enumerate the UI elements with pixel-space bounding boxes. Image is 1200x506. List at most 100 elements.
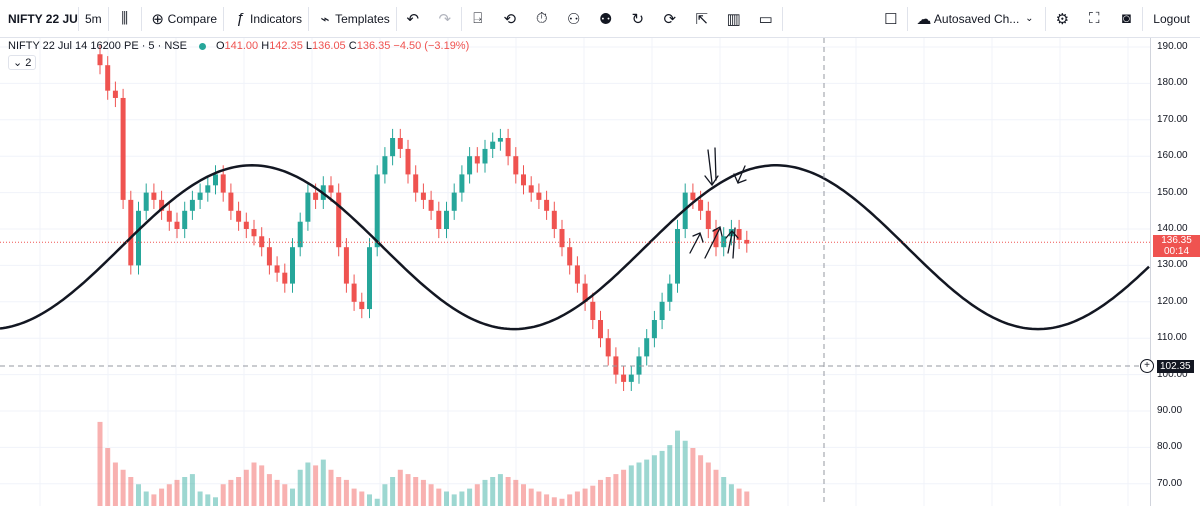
- candle-body: [143, 192, 149, 211]
- alert-button[interactable]: ⏱: [526, 0, 558, 37]
- candle-body: [189, 199, 195, 211]
- redo-icon: ↷: [438, 10, 452, 28]
- fullscreen-button[interactable]: ⛶: [1078, 0, 1110, 37]
- candle-body: [713, 229, 719, 248]
- volume-bar: [328, 469, 334, 506]
- candle-body: [659, 301, 665, 320]
- candle-body: [290, 247, 295, 284]
- volume-bar: [598, 479, 603, 506]
- external-link-icon: ⇱: [695, 10, 709, 28]
- data-window-button[interactable]: ▥: [718, 0, 750, 37]
- replay-button[interactable]: ⟲: [494, 0, 526, 37]
- candle-body: [513, 156, 519, 175]
- volume-bar: [282, 484, 288, 506]
- volume-bar: [613, 474, 619, 506]
- candle-body: [690, 192, 696, 200]
- volume-bar: [143, 491, 149, 506]
- volume-bar: [320, 459, 326, 506]
- users-button[interactable]: ⚉: [590, 0, 622, 37]
- templates-button[interactable]: ⌁ Templates: [309, 0, 396, 37]
- snapshot-button[interactable]: ◙: [1110, 0, 1142, 37]
- logout-button[interactable]: Logout: [1153, 11, 1190, 26]
- price-tick: 170.00: [1157, 113, 1188, 125]
- divider: [308, 6, 310, 31]
- candle-body: [675, 229, 680, 284]
- undo-icon: ↶: [406, 10, 420, 28]
- collapse-legend-button[interactable]: ⌄ 2: [8, 55, 37, 70]
- market-status-dot: [198, 42, 206, 50]
- user-icon: ⚇: [567, 10, 581, 28]
- volume-bar: [351, 488, 357, 506]
- close-label: C: [348, 40, 357, 52]
- layout-checkbox[interactable]: ☐: [875, 0, 907, 37]
- high-label: H: [261, 40, 270, 52]
- volume-bar: [513, 479, 519, 506]
- crosshair-price-label: + 102.35: [1140, 359, 1200, 373]
- volume-bar: [467, 488, 473, 506]
- sync-button[interactable]: ⟳: [654, 0, 686, 37]
- candle-body: [628, 374, 634, 382]
- candle-body: [536, 192, 542, 200]
- candle-body: [574, 265, 580, 284]
- price-chart[interactable]: [0, 38, 1150, 506]
- candle-body: [120, 97, 126, 200]
- price-tick: 190.00: [1157, 41, 1188, 52]
- collapse-count: 2: [25, 57, 32, 69]
- candle-body: [174, 221, 180, 229]
- autosave-dropdown[interactable]: ☁ Autosaved Ch... ⌄: [908, 0, 1045, 37]
- refresh-icon: ↻: [631, 10, 645, 28]
- volume-bar: [721, 477, 727, 506]
- change-value: −4.50 (−3.19%): [393, 40, 470, 52]
- volume-bar: [428, 484, 434, 506]
- cloud-icon: ☁: [916, 10, 932, 28]
- volume-bar: [128, 477, 134, 506]
- candle-body: [505, 138, 511, 157]
- interval-button[interactable]: 5m: [85, 11, 102, 26]
- volume-bar: [236, 477, 242, 506]
- undo-button[interactable]: ↶: [397, 0, 429, 37]
- volume-bar: [567, 494, 573, 506]
- candle-body: [613, 356, 619, 375]
- candle-body: [182, 210, 188, 229]
- drawn-arrow: [704, 225, 723, 259]
- divider: [107, 6, 109, 31]
- redo-button[interactable]: ↷: [429, 0, 461, 37]
- settings-button[interactable]: ⚙: [1046, 0, 1078, 37]
- price-axis[interactable]: 190.00 180.00 170.00 160.00 150.00 140.00 130.…: [1150, 38, 1200, 506]
- plus-icon[interactable]: +: [1140, 359, 1154, 373]
- top-toolbar: NIFTY 22 JUL 5m ⫼ ⊕ Compare ƒ Indicators…: [0, 0, 1200, 38]
- price-tick: 120.00: [1157, 295, 1188, 307]
- candle-body: [551, 210, 557, 229]
- candle-body: [528, 185, 534, 193]
- volume-bar: [290, 488, 295, 506]
- volume-bar: [451, 494, 457, 506]
- screen-button[interactable]: ▭: [750, 0, 782, 37]
- chart-type-button[interactable]: ⫼: [109, 0, 141, 37]
- users-icon: ⚉: [599, 10, 613, 28]
- candle-body: [482, 148, 488, 164]
- volume-bar: [313, 465, 319, 506]
- candle-body: [236, 210, 242, 222]
- export-button[interactable]: ⍈: [462, 0, 494, 37]
- indicators-label: Indicators: [250, 11, 303, 26]
- candle-body: [220, 174, 226, 193]
- gear-icon: ⚙: [1055, 10, 1070, 28]
- price-tick: 180.00: [1157, 77, 1188, 89]
- symbol-search[interactable]: NIFTY 22 JUL: [8, 11, 78, 26]
- volume-bar: [628, 465, 634, 506]
- candle-body: [197, 192, 203, 200]
- volume-bar: [444, 491, 449, 506]
- price-tick: 140.00: [1157, 223, 1188, 234]
- bar-chart-icon: ▥: [726, 10, 741, 28]
- volume-bar: [644, 459, 650, 506]
- candle-body: [705, 210, 711, 229]
- refresh-button[interactable]: ↻: [622, 0, 654, 37]
- compare-button[interactable]: ⊕ Compare: [142, 0, 223, 37]
- external-link-button[interactable]: ⇱: [686, 0, 718, 37]
- user-button[interactable]: ⚇: [558, 0, 590, 37]
- indicators-button[interactable]: ƒ Indicators: [224, 0, 308, 37]
- fullscreen-icon: ⛶: [1089, 10, 1100, 27]
- price-tick: 90.00: [1157, 405, 1183, 416]
- candle-body: [621, 374, 627, 382]
- volume-bar: [136, 484, 141, 506]
